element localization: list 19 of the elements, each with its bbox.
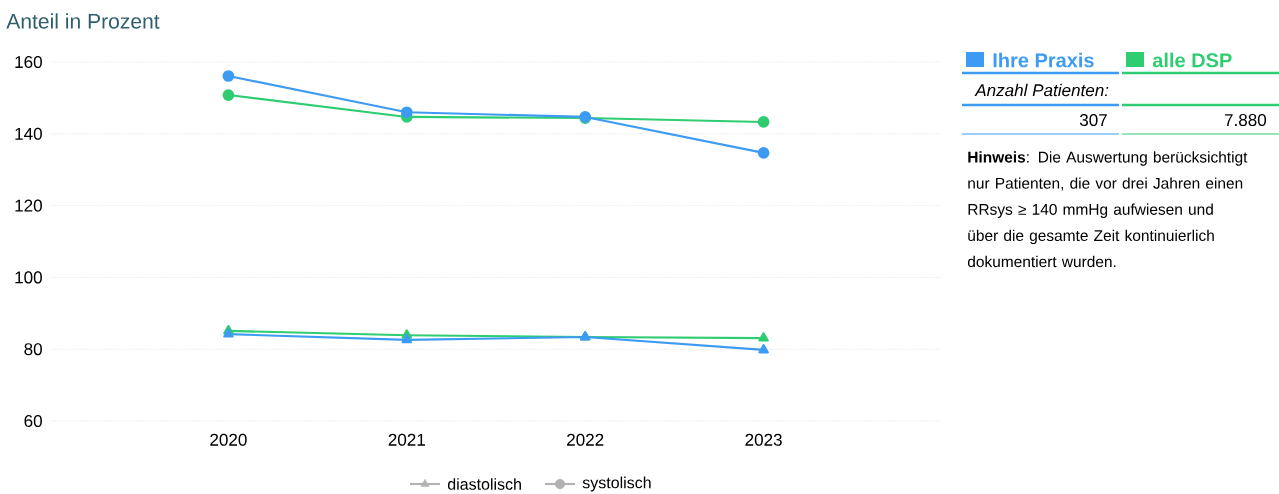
y-tick-label: 140 [15,127,42,140]
text: Hinweis: Die Auswertung berücksichtigt nur Patienten, die vor drei Jahren einen RRsys ≥ 140 mmHg aufwiesen und über die gesamte Zeit kontinuierlich dokumentiert wurden. [967,151,1248,268]
y-tick-label: 80 [24,343,42,356]
text: diastolisch [447,478,521,490]
y-tick-label: 120 [15,199,42,212]
text: systolisch [582,476,651,492]
chart-title: Anteil in Prozent [6,13,160,29]
text: 307 [1079,113,1107,127]
x-tick-label: 2020 [210,433,247,446]
legend-label: Ihre Praxis [993,52,1094,68]
x-tick-label: 2023 [745,433,782,446]
x-tick-label: 2021 [388,433,425,446]
text: 7.880 [1224,113,1267,127]
y-tick-label: 160 [15,55,42,69]
y-tick-label: 60 [24,414,42,428]
legend-label: alle DSP [1152,52,1232,68]
text: Anzahl Patienten: [974,83,1109,97]
y-tick-label: 100 [15,271,42,284]
x-tick-label: 2022 [567,433,604,446]
